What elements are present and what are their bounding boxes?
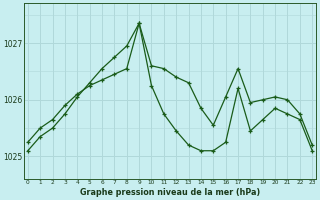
X-axis label: Graphe pression niveau de la mer (hPa): Graphe pression niveau de la mer (hPa): [80, 188, 260, 197]
